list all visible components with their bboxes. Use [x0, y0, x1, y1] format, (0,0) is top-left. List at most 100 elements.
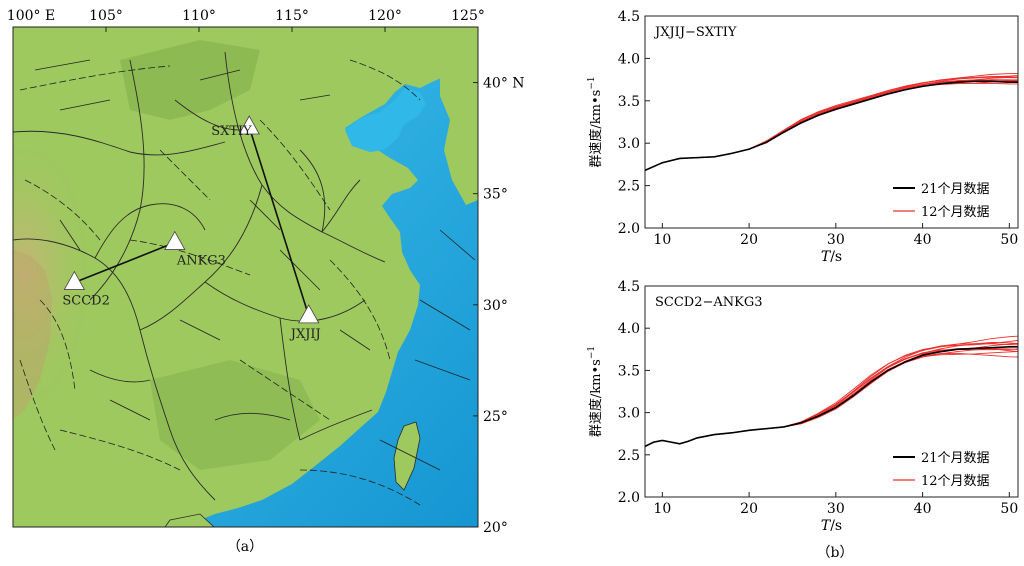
series-12-month-line [644, 343, 1019, 447]
station-paths [74, 126, 310, 317]
province-borders [13, 51, 386, 501]
legend: 21个月数据 12个月数据 [893, 182, 990, 220]
x-tick-label: 40 [914, 232, 932, 248]
plateau-edge [13, 250, 52, 420]
map-caption: （a） [227, 539, 263, 555]
lon-tick-label: 110° [182, 8, 216, 24]
x-tick-label: 20 [740, 232, 758, 248]
lon-tick-label: 125° [451, 8, 485, 24]
y-tick-label: 3.0 [618, 406, 640, 422]
path-sccd2-ankg3 [74, 241, 176, 284]
plot-area [644, 335, 1019, 448]
y-axis: 2.0 2.5 3.0 3.5 4.0 4.5 [618, 9, 650, 237]
map-longitude-ticks: 100° E 105° 110° 115° 120° 125° [7, 8, 485, 32]
chart-sccd2-ankg3: 10 20 30 40 50 T/s 2.0 2.5 3.0 3.5 4.0 4.5 群速度/km•s−… [587, 279, 1019, 534]
y-tick-label: 4.0 [618, 321, 640, 337]
x-axis-label: T/s [821, 249, 842, 265]
stations: SXTIY ANKG3 SCCD2 JXJIJ [62, 115, 321, 342]
station-label: ANKG3 [176, 254, 226, 269]
relief-band-1 [120, 40, 260, 120]
station-triangle-icon [164, 230, 186, 250]
series-12-month-line [644, 352, 1019, 447]
lat-tick-label: 35° [483, 187, 508, 203]
x-axis-label: T/s [821, 518, 842, 534]
lon-tick-label: 120° [368, 8, 402, 24]
y-tick-label: 2.5 [618, 448, 640, 464]
series-12-month-line [644, 76, 1019, 171]
y-tick-label: 4.5 [618, 279, 640, 295]
plot-frame [644, 285, 1019, 498]
x-tick-label: 30 [827, 501, 845, 517]
hainan-island [164, 513, 215, 527]
legend-label: 21个月数据 [921, 182, 990, 197]
station-label: SCCD2 [62, 294, 110, 309]
legend-label: 12个月数据 [921, 474, 990, 489]
legend: 21个月数据 12个月数据 [893, 451, 990, 489]
x-tick-label: 30 [827, 232, 845, 248]
x-tick-label: 10 [653, 501, 671, 517]
fault-lines [19, 59, 421, 506]
lon-tick-label: 105° [89, 8, 123, 24]
series-12-month-line [644, 343, 1019, 447]
korea-peninsula [440, 45, 478, 205]
taiwan-island [393, 421, 421, 491]
path-sxtiy-jxjij [248, 126, 310, 317]
x-tick-label: 20 [740, 501, 758, 517]
plot-frame [644, 15, 1019, 229]
station-jxjij[interactable]: JXJIJ [289, 304, 321, 342]
map-area [13, 27, 478, 527]
series-12-month-line [644, 75, 1019, 171]
map-panel: 100° E 105° 110° 115° 120° 125° 40° N 35° 30° 25… [7, 8, 525, 555]
x-axis: 10 20 30 40 50 [653, 223, 1018, 248]
station-sccd2[interactable]: SCCD2 [62, 270, 110, 309]
fault-lines-solid [34, 59, 476, 471]
y-tick-label: 4.0 [618, 51, 640, 67]
series-12-month-line [644, 348, 1019, 447]
relief-band-2 [150, 360, 320, 470]
x-tick-label: 50 [1000, 501, 1018, 517]
y-axis-label: 群速度/km•s−1 [587, 346, 604, 437]
series-21-month-line [644, 80, 1018, 172]
station-label: SXTIY [211, 124, 252, 139]
y-tick-label: 2.5 [618, 179, 640, 195]
y-tick-label: 2.0 [618, 221, 640, 237]
series-12-month-line [644, 348, 1019, 447]
y-tick-label: 3.0 [618, 136, 640, 152]
series-12-month-line [644, 335, 1019, 447]
y-axis-label: 群速度/km•s−1 [587, 76, 604, 167]
y-tick-label: 3.5 [618, 363, 640, 379]
station-sxtiy[interactable]: SXTIY [211, 115, 260, 139]
x-axis: 10 20 30 40 50 [653, 492, 1018, 517]
y-tick-label: 3.5 [618, 94, 640, 110]
station-ankg3[interactable]: ANKG3 [164, 230, 226, 269]
lat-tick-label: 20° [483, 520, 508, 536]
chart-title: SCCD2−ANKG3 [655, 295, 763, 310]
series-12-month-line [644, 350, 1019, 447]
chart-panel-caption: （b） [817, 545, 854, 561]
series-12-month-line [644, 76, 1019, 171]
series-21-month-line [644, 345, 1018, 448]
lat-tick-label: 40° N [483, 76, 525, 92]
station-triangle-icon [238, 115, 260, 135]
series-12-month-line [644, 339, 1019, 447]
lon-tick-label: 100° E [7, 8, 55, 24]
x-tick-label: 40 [914, 501, 932, 517]
legend-label: 21个月数据 [921, 451, 990, 466]
station-label: JXJIJ [289, 327, 321, 342]
legend-label: 12个月数据 [921, 205, 990, 220]
series-12-month-line [644, 72, 1019, 171]
station-triangle-icon [298, 304, 320, 324]
plot-area [644, 72, 1019, 172]
chart-title: JXJIJ−SXTIY [653, 25, 737, 40]
y-axis: 2.0 2.5 3.0 3.5 4.0 4.5 [618, 279, 650, 506]
lat-tick-label: 30° [483, 298, 508, 314]
lon-tick-label: 115° [275, 8, 309, 24]
y-tick-label: 4.5 [618, 9, 640, 25]
x-tick-label: 50 [1000, 232, 1018, 248]
chart-jxjij-sxtiy: 10 20 30 40 50 T/s 2.0 2.5 3.0 3.5 4.0 4.5 群速度/km•s−… [587, 9, 1019, 265]
series-12-month-line [644, 347, 1019, 447]
y-tick-label: 2.0 [618, 490, 640, 506]
map-frame [12, 26, 479, 528]
bohai-sea [345, 88, 426, 152]
